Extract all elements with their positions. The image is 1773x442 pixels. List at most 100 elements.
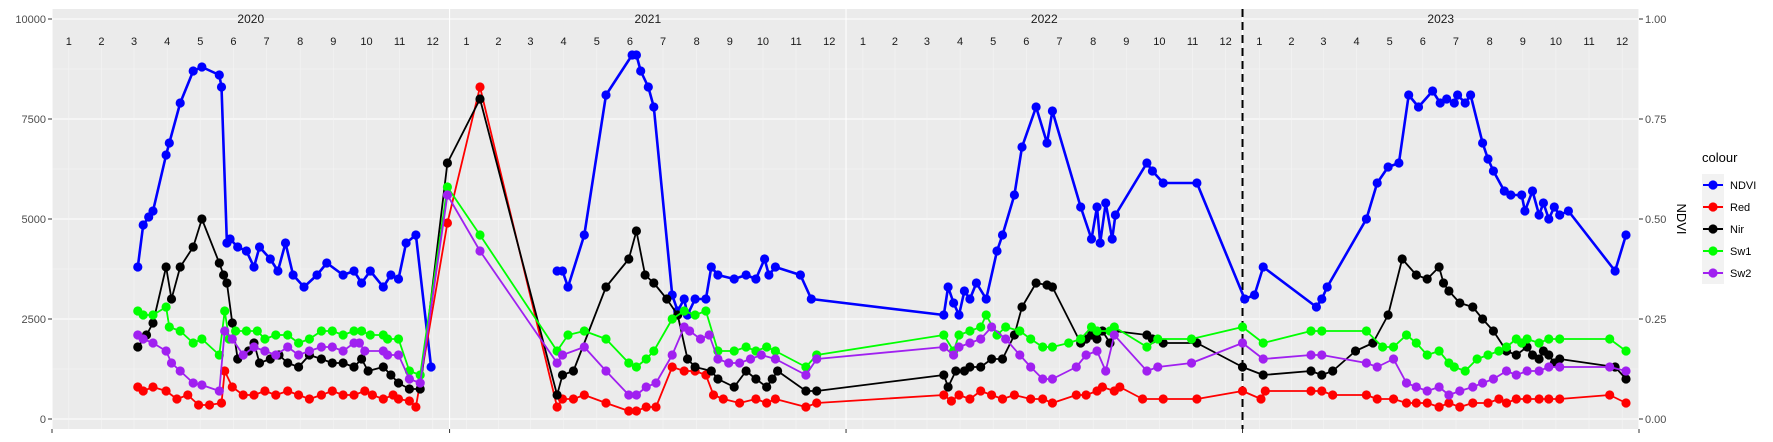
sw2-point: [601, 366, 611, 376]
sw2-point: [713, 354, 723, 364]
nir-point: [568, 366, 579, 376]
nir-point: [133, 342, 143, 352]
red-point: [679, 366, 689, 376]
month-labels: 1 2 3 4 5 6 7 8 9 10 11 12 1 2 3 4 5 6 7 8 9 10 11 12 1 2 3 4 5 6 7 8 9 1…: [66, 36, 1629, 48]
y-tick-label: 2500: [22, 314, 46, 326]
sw2-point: [166, 358, 177, 368]
ndvi-point: [1092, 202, 1102, 212]
red-point: [1511, 394, 1521, 404]
ndvi-point: [954, 310, 964, 320]
sw2-point: [354, 338, 364, 348]
ndvi-point: [713, 270, 723, 280]
sw2-point: [1621, 366, 1631, 376]
red-point: [1009, 390, 1020, 400]
sw1-point: [1460, 366, 1470, 376]
ndvi-point: [164, 138, 174, 148]
ndvi-point: [557, 266, 568, 276]
month-label: 6: [1023, 36, 1029, 48]
year-label: 2020: [237, 12, 264, 26]
sw2-point: [756, 350, 766, 360]
nir-point: [601, 282, 611, 292]
sw2-point: [360, 346, 370, 356]
month-label: 8: [1090, 36, 1096, 48]
red-point: [1138, 394, 1148, 404]
red-point: [946, 396, 957, 406]
nir-point: [649, 278, 659, 288]
month-label: 3: [527, 36, 533, 48]
sw2-point: [579, 342, 589, 352]
red-point: [411, 402, 421, 412]
ndvi-point: [764, 270, 774, 280]
sw2-point: [1544, 362, 1554, 372]
month-label: 9: [727, 36, 733, 48]
sw2-point: [1101, 366, 1111, 376]
month-label: 11: [1583, 36, 1594, 48]
red-point: [1361, 390, 1371, 400]
ndvi-point: [265, 254, 275, 264]
red-point: [997, 394, 1008, 404]
ndvi-point: [1192, 178, 1202, 188]
sw2-point: [552, 358, 562, 368]
sw2-point: [338, 346, 348, 356]
sw2-point: [770, 354, 781, 364]
month-label: 10: [1550, 36, 1562, 48]
ndvi-point: [1563, 206, 1573, 216]
nir-point: [943, 382, 953, 392]
legend-title: colour: [1702, 150, 1738, 165]
year-strips: 2020 2021 2022 2023: [237, 12, 1454, 26]
ndvi-point: [741, 270, 751, 280]
red-point: [327, 386, 337, 396]
ndvi-point: [273, 266, 283, 276]
month-label: 12: [1616, 36, 1628, 48]
red-point: [1534, 394, 1544, 404]
ndvi-point: [1621, 230, 1631, 240]
sw2-point: [1015, 350, 1025, 360]
red-point: [1483, 398, 1493, 408]
ndvi-point: [1534, 210, 1544, 220]
nir-point: [1017, 302, 1027, 312]
ndvi-point: [357, 278, 367, 288]
red-point: [568, 394, 579, 404]
red-point: [1158, 394, 1168, 404]
ndvi-point: [393, 274, 404, 284]
sw1-point: [729, 346, 739, 356]
nir-point: [363, 366, 373, 376]
red-point: [987, 390, 997, 400]
ndvi-point: [1361, 214, 1371, 224]
ndvi-point: [1017, 142, 1027, 152]
sw1-point: [349, 326, 359, 336]
sw2-point: [1468, 382, 1478, 392]
red-point: [770, 394, 781, 404]
sw1-point: [624, 358, 634, 368]
nir-point: [378, 362, 388, 372]
sw1-point: [701, 306, 711, 316]
red-point: [1434, 402, 1444, 412]
nir-point: [188, 242, 198, 252]
month-label: 4: [561, 36, 567, 48]
sw1-point: [188, 338, 198, 348]
ndvi-point: [148, 206, 158, 216]
sw1-point: [260, 334, 270, 344]
month-label: 5: [1387, 36, 1393, 48]
sw2-point: [1388, 354, 1399, 364]
nir-point: [349, 362, 359, 372]
sw2-point: [175, 366, 185, 376]
month-label: 8: [694, 36, 700, 48]
sw2-point: [249, 342, 259, 352]
nir-point: [1511, 350, 1521, 360]
sw1-point: [1001, 322, 1011, 332]
ndvi-point: [1483, 154, 1493, 164]
sw1-point: [175, 326, 185, 336]
nir-point: [442, 158, 452, 168]
ndvi-point: [1311, 302, 1321, 312]
sw1-point: [563, 330, 573, 340]
nir-point: [1047, 282, 1057, 292]
sw2-point: [1001, 334, 1011, 344]
ndvi-point: [1610, 266, 1620, 276]
month-label: 12: [823, 36, 835, 48]
sw2-point: [1501, 366, 1512, 376]
ndvi-point: [1460, 98, 1470, 108]
ndvi-point: [795, 270, 806, 280]
ndvi-point: [1095, 238, 1105, 248]
ndvi-point: [1544, 214, 1554, 224]
